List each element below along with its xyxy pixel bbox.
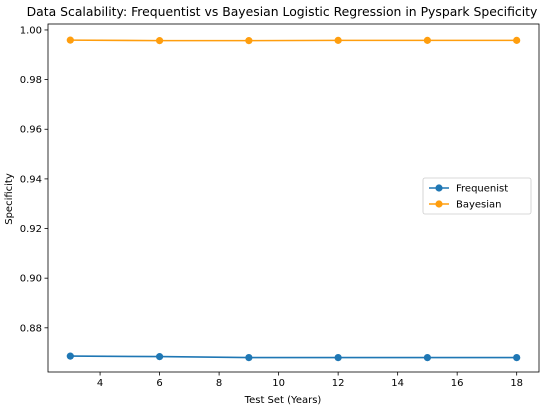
legend-label: Bayesian <box>456 200 502 211</box>
data-point <box>66 36 74 44</box>
data-point <box>334 354 342 362</box>
y-tick-label: 0.90 <box>20 274 42 285</box>
x-tick-label: 16 <box>451 378 464 389</box>
legend: Frequenist Bayesian <box>422 177 532 215</box>
y-tick-label: 0.94 <box>20 174 42 185</box>
data-point <box>66 352 74 360</box>
data-point <box>423 36 432 44</box>
legend-box <box>422 177 532 215</box>
data-point <box>245 354 253 362</box>
plot-frame <box>47 23 540 373</box>
x-tick-label: 18 <box>510 378 523 389</box>
chart-title: Data Scalability: Frequentist vs Bayesia… <box>27 4 538 19</box>
y-tick-label: 0.98 <box>20 75 42 86</box>
x-axis-label: Test Set (Years) <box>244 395 322 406</box>
data-point <box>155 353 164 361</box>
x-tick-label: 12 <box>332 378 345 389</box>
y-tick-label: 1.00 <box>20 25 42 36</box>
x-tick-label: 8 <box>216 378 222 389</box>
x-tick-label: 14 <box>391 378 404 389</box>
data-point <box>513 354 521 362</box>
data-point <box>155 37 164 45</box>
x-tick-label: 10 <box>272 378 285 389</box>
y-tick-label: 0.92 <box>20 224 42 235</box>
legend-swatch-marker <box>435 200 443 208</box>
legend-swatch-marker <box>435 184 443 192</box>
series-line-frequenist <box>70 355 517 359</box>
y-axis-label: Specificity <box>4 173 15 225</box>
data-point <box>513 36 521 44</box>
x-tick-label: 4 <box>97 378 103 389</box>
legend-label: Frequenist <box>456 184 508 195</box>
plot-area: 4 6 8 10 12 14 16 18 0.88 0.90 0.92 0.94 0.96 0.98 1.0… <box>20 23 540 389</box>
data-point <box>334 36 342 44</box>
data-point <box>423 354 432 362</box>
y-tick-label: 0.88 <box>20 323 42 334</box>
y-tick-label: 0.96 <box>20 125 42 136</box>
series-line-bayesian <box>70 39 517 42</box>
x-tick-label: 6 <box>156 378 162 389</box>
data-point <box>245 37 253 45</box>
